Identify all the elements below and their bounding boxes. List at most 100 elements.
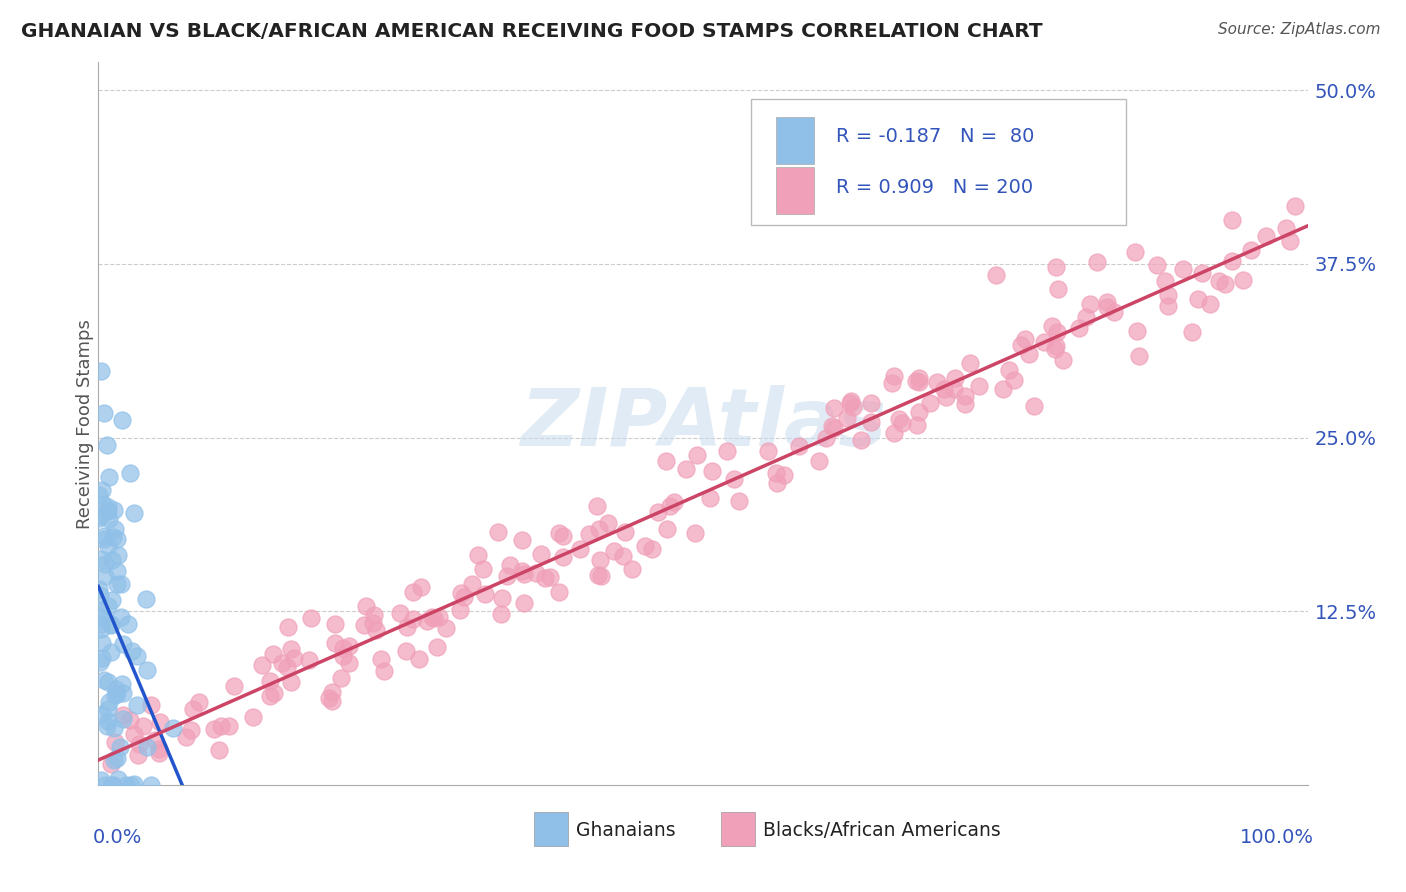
Point — [91, 651, 114, 665]
Point — [107, 548, 129, 562]
Point — [838, 396, 860, 410]
Point — [842, 400, 865, 414]
Point — [882, 376, 904, 390]
Point — [1047, 282, 1070, 296]
Point — [471, 562, 494, 576]
Point — [513, 567, 536, 582]
Point — [363, 607, 385, 622]
Point — [259, 690, 281, 704]
Point — [121, 644, 143, 658]
Point — [97, 675, 120, 690]
Point — [100, 645, 122, 659]
Point — [461, 577, 484, 591]
Point — [890, 417, 912, 431]
Point — [105, 577, 128, 591]
Point — [491, 591, 513, 605]
Point — [612, 549, 634, 564]
Point — [96, 719, 118, 733]
Point — [101, 778, 124, 792]
Point — [955, 396, 977, 410]
Point — [100, 778, 122, 792]
Point — [114, 778, 136, 792]
Point — [1254, 228, 1277, 243]
Point — [614, 524, 637, 539]
Point — [524, 566, 547, 580]
Point — [162, 721, 184, 735]
Point — [277, 620, 299, 634]
Point — [908, 376, 931, 390]
Point — [1002, 373, 1025, 387]
Point — [148, 746, 170, 760]
Point — [686, 448, 709, 462]
Point — [283, 651, 305, 665]
Point — [125, 648, 148, 663]
Point — [1128, 349, 1150, 363]
Point — [87, 488, 110, 502]
Point — [97, 702, 120, 716]
Point — [330, 672, 353, 686]
Text: Blacks/African Americans: Blacks/African Americans — [763, 821, 1001, 840]
Point — [105, 564, 128, 578]
Point — [1123, 245, 1146, 260]
Point — [131, 719, 153, 733]
Point — [1052, 352, 1074, 367]
Point — [263, 686, 285, 700]
Point — [271, 657, 294, 671]
Point — [97, 500, 120, 515]
Point — [100, 617, 122, 632]
Point — [97, 714, 120, 728]
Point — [96, 438, 118, 452]
Point — [814, 431, 837, 445]
Point — [280, 641, 302, 656]
Text: R = 0.909   N = 200: R = 0.909 N = 200 — [837, 178, 1033, 197]
Point — [104, 735, 127, 749]
Point — [104, 689, 127, 703]
Point — [395, 620, 418, 634]
Point — [337, 639, 360, 653]
Point — [105, 687, 128, 701]
Point — [117, 617, 139, 632]
Point — [662, 494, 685, 508]
Point — [94, 778, 117, 792]
Point — [765, 467, 787, 481]
Bar — [776, 117, 814, 163]
Point — [908, 405, 931, 419]
Point — [723, 472, 745, 486]
Point — [807, 453, 830, 467]
Point — [135, 591, 157, 606]
Point — [222, 679, 245, 693]
Bar — [776, 167, 814, 214]
Point — [124, 727, 146, 741]
Point — [1040, 318, 1063, 333]
Point — [1191, 266, 1213, 280]
Point — [569, 541, 592, 556]
Point — [530, 547, 553, 561]
Text: Ghanaians: Ghanaians — [576, 821, 676, 840]
Point — [276, 659, 298, 673]
Point — [423, 611, 446, 625]
Point — [370, 651, 392, 665]
Point — [420, 609, 443, 624]
Point — [655, 454, 678, 468]
Point — [176, 730, 198, 744]
Point — [209, 718, 232, 732]
Point — [883, 425, 905, 440]
Point — [1076, 310, 1098, 324]
Point — [538, 570, 561, 584]
Point — [905, 374, 928, 388]
Point — [110, 576, 132, 591]
Point — [967, 379, 990, 393]
Point — [837, 411, 859, 425]
Point — [1095, 295, 1118, 310]
Point — [1181, 326, 1204, 340]
Point — [299, 610, 322, 624]
Point — [887, 412, 910, 426]
Point — [547, 585, 569, 599]
Point — [90, 772, 112, 787]
Point — [641, 542, 664, 557]
Point — [135, 740, 157, 755]
Point — [449, 602, 471, 616]
Point — [91, 636, 114, 650]
Point — [1033, 335, 1056, 350]
Point — [1284, 199, 1306, 213]
